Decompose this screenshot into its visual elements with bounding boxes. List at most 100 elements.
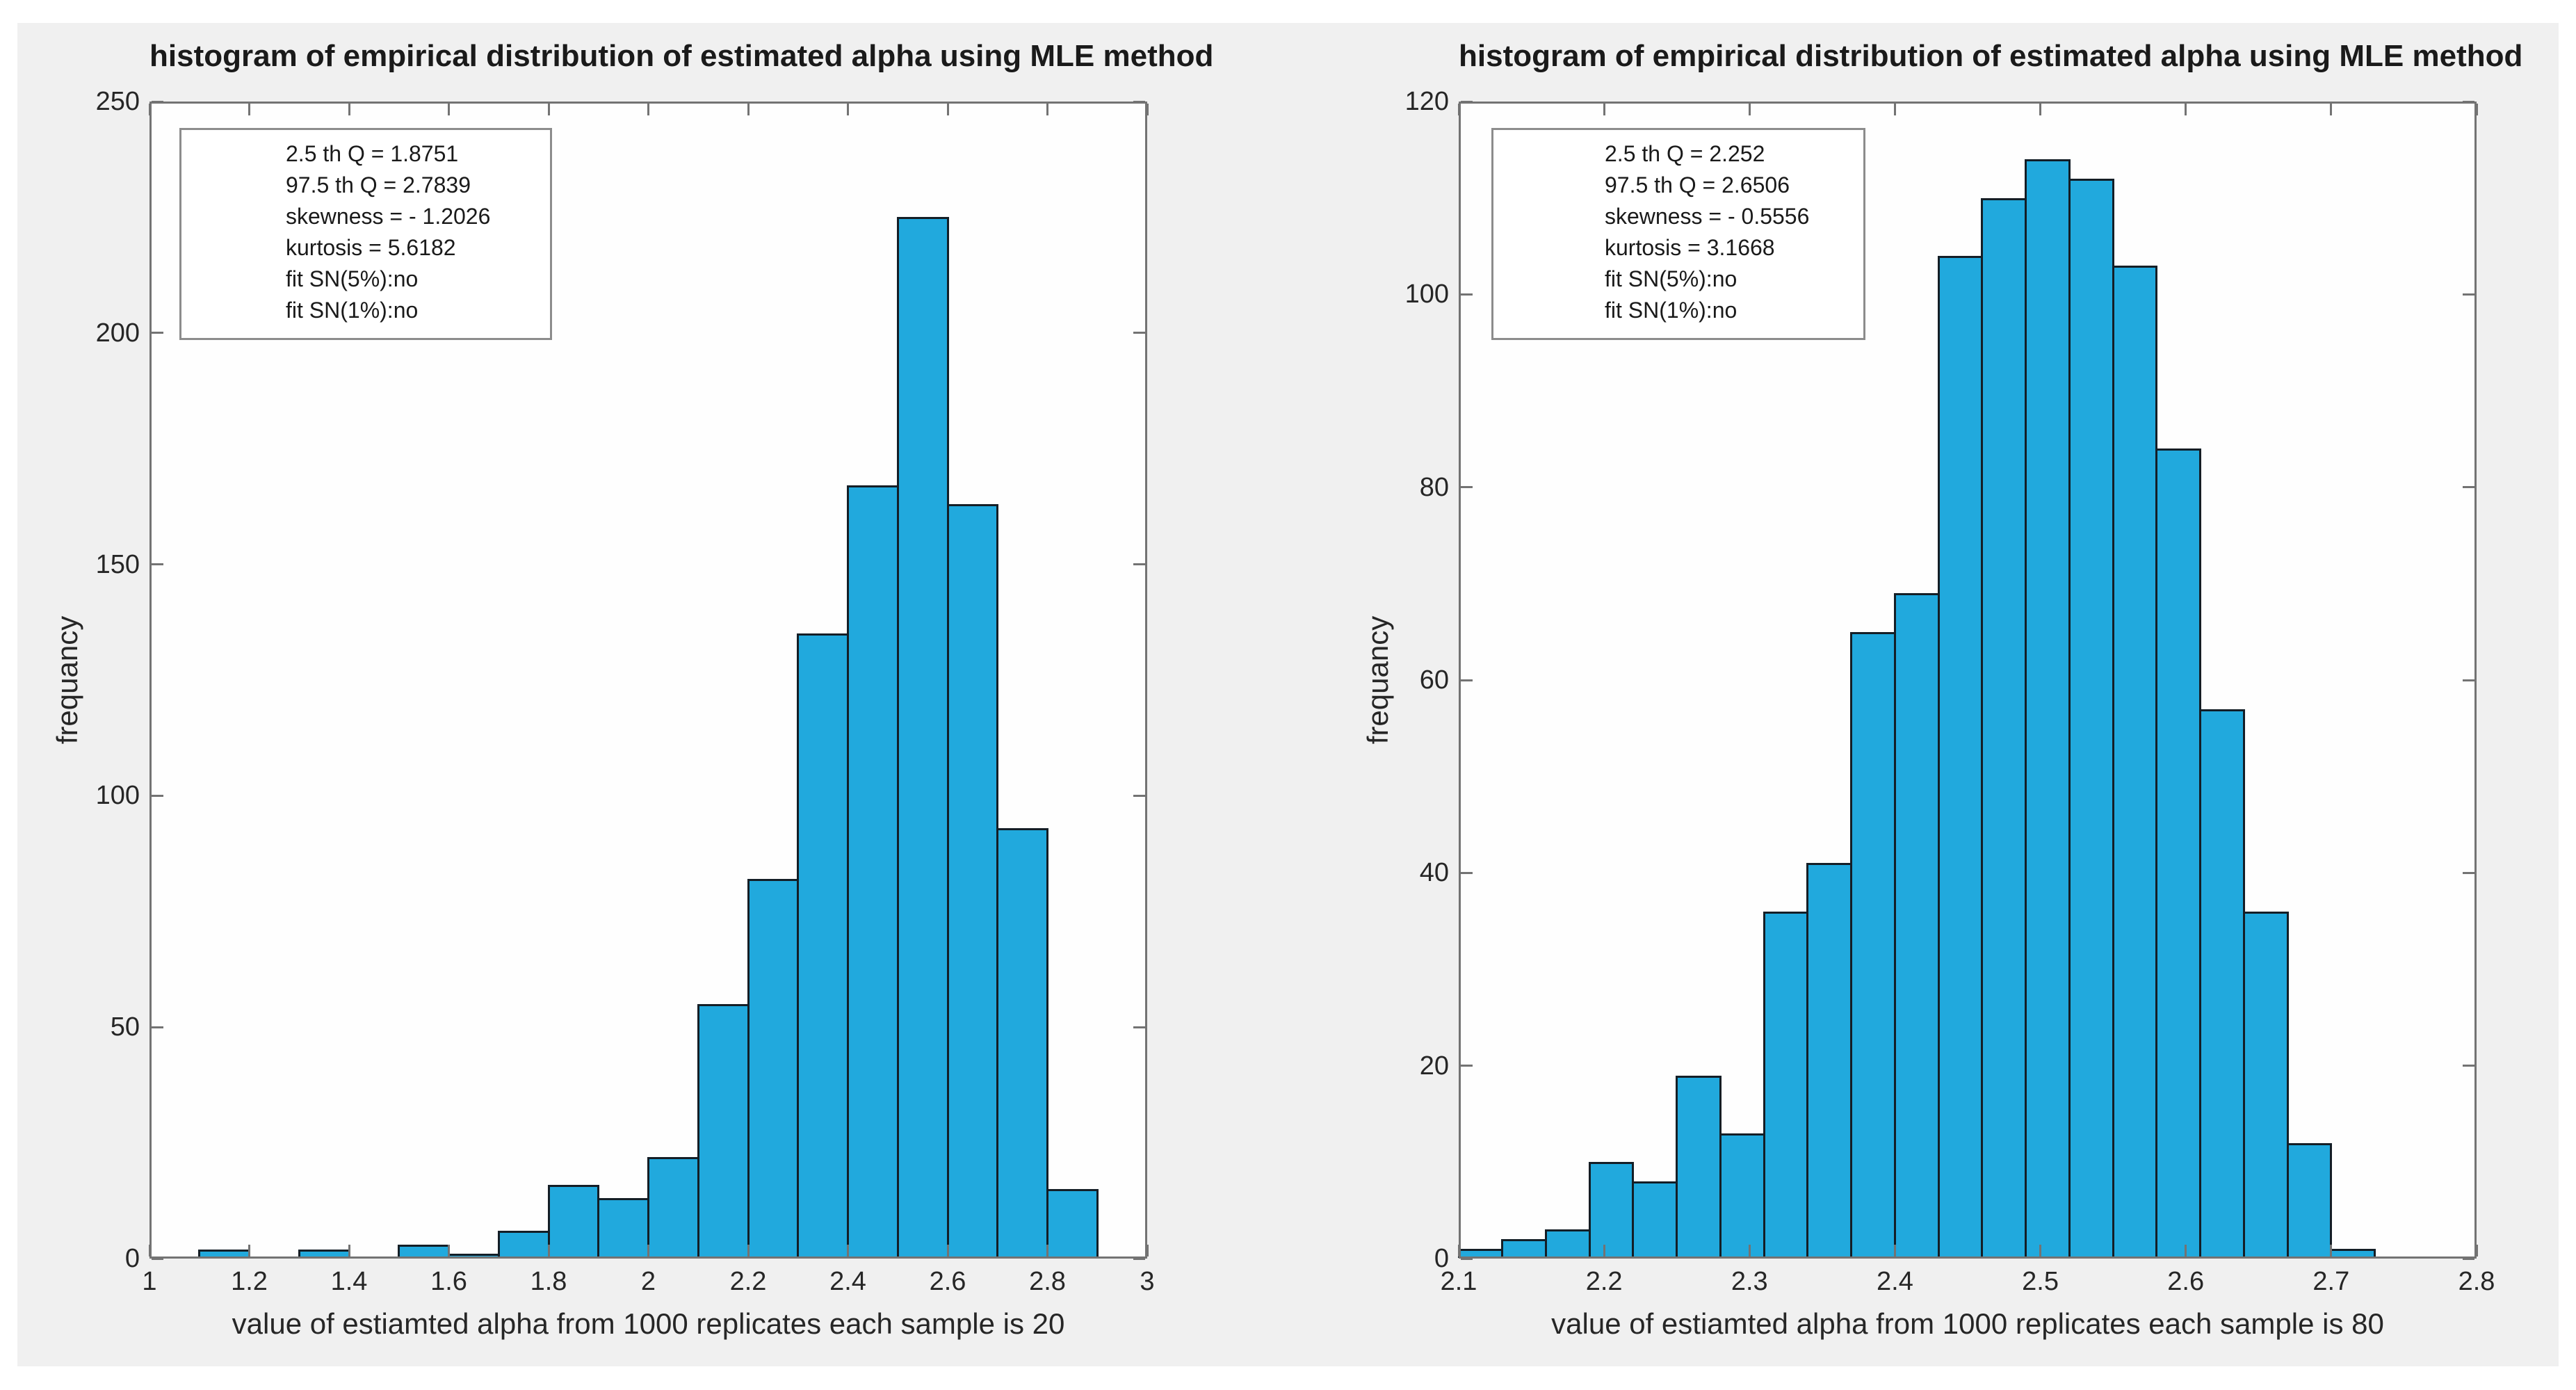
- x-tick: [1893, 1245, 1896, 1256]
- x-tick: [2330, 1245, 2333, 1256]
- x-tick: [1457, 1245, 1460, 1256]
- x-tick-mirror: [2475, 104, 2478, 115]
- stat-line-fit-sn5: fit SN(5%):no: [286, 266, 419, 291]
- x-tick-mirror: [2185, 104, 2187, 115]
- x-tick: [1748, 1245, 1751, 1256]
- x-tick-label: 1.6: [430, 1267, 467, 1296]
- y-tick-label: 20: [1419, 1051, 1449, 1081]
- stat-line-fit-sn1: fit SN(1%):no: [1605, 298, 1737, 323]
- y-tick: [1461, 871, 1473, 874]
- stat-line-q975: 97.5 th Q = 2.6506: [1605, 172, 1790, 197]
- x-tick-mirror: [747, 104, 750, 115]
- axis-spine-right: [2474, 102, 2477, 1259]
- x-tick-label: 2.4: [1877, 1267, 1913, 1296]
- histogram-bar: [946, 504, 999, 1258]
- x-tick-label: 2.4: [829, 1267, 866, 1296]
- histogram-bar: [1937, 255, 1984, 1258]
- x-tick-mirror: [148, 104, 151, 115]
- x-tick-mirror: [348, 104, 350, 115]
- y-tick: [152, 794, 163, 797]
- histogram-bar: [647, 1156, 699, 1258]
- x-tick-label: 2.8: [1029, 1267, 1066, 1296]
- y-tick-label: 150: [95, 549, 140, 579]
- x-tick-label: 2.5: [2022, 1267, 2059, 1296]
- histogram-bar: [1981, 197, 2027, 1258]
- stat-line-skewness: skewness = - 0.5556: [1605, 204, 1810, 229]
- x-tick-mirror: [1046, 104, 1048, 115]
- x-tick-label: 1.2: [231, 1267, 268, 1296]
- x-tick-label: 3: [1140, 1267, 1155, 1296]
- x-tick: [2039, 1245, 2042, 1256]
- histogram-bar: [1763, 911, 1809, 1258]
- y-tick-mirror: [1133, 1026, 1145, 1028]
- y-tick: [1461, 486, 1473, 489]
- x-tick: [448, 1245, 450, 1256]
- x-tick: [1146, 1245, 1149, 1256]
- chart-title: histogram of empirical distribution of e…: [1459, 39, 2523, 73]
- stat-line-q975: 97.5 th Q = 2.7839: [286, 172, 471, 197]
- y-tick-label: 200: [95, 318, 140, 348]
- stat-line-q25: 2.5 th Q = 2.252: [1605, 141, 1765, 166]
- histogram-bar: [1850, 631, 1896, 1258]
- histogram-bar: [1676, 1075, 1722, 1258]
- y-tick: [1461, 1065, 1473, 1067]
- axis-spine-left: [149, 102, 152, 1259]
- stat-line-kurtosis: kurtosis = 3.1668: [1605, 235, 1775, 260]
- x-axis-label: value of estiamted alpha from 1000 repli…: [1551, 1307, 2384, 1340]
- x-tick-mirror: [1893, 104, 1896, 115]
- x-tick-mirror: [946, 104, 949, 115]
- histogram-bar: [2155, 448, 2202, 1258]
- axis-spine-right: [1145, 102, 1147, 1259]
- y-tick: [1461, 100, 1473, 103]
- stat-line-fit-sn5: fit SN(5%):no: [1605, 266, 1737, 291]
- x-tick-mirror: [1748, 104, 1751, 115]
- x-tick: [2475, 1245, 2478, 1256]
- histogram-bar: [797, 633, 849, 1258]
- histogram-bar: [497, 1231, 550, 1258]
- x-tick: [946, 1245, 949, 1256]
- histogram-bar: [1588, 1162, 1635, 1258]
- histogram-bar: [1719, 1133, 1765, 1258]
- x-tick: [547, 1245, 550, 1256]
- y-tick: [152, 1257, 163, 1260]
- x-tick-label: 1.8: [530, 1267, 567, 1296]
- x-tick-label: 2.3: [1731, 1267, 1768, 1296]
- histogram-bar: [2199, 709, 2245, 1258]
- axis-spine-bottom: [1459, 1256, 2477, 1259]
- y-tick: [152, 1026, 163, 1028]
- x-tick-label: 2.7: [2312, 1267, 2350, 1296]
- y-tick: [152, 100, 163, 103]
- x-tick-mirror: [1603, 104, 1605, 115]
- y-tick-label: 80: [1419, 472, 1449, 502]
- y-tick-mirror: [1133, 794, 1145, 797]
- y-tick-mirror: [2463, 1065, 2474, 1067]
- y-tick-label: 50: [110, 1012, 140, 1042]
- histogram-bar: [1501, 1239, 1547, 1258]
- x-tick: [747, 1245, 750, 1256]
- x-tick-label: 2.1: [1440, 1267, 1477, 1296]
- y-tick-mirror: [1133, 563, 1145, 566]
- x-tick-label: 2.2: [1585, 1267, 1623, 1296]
- y-tick-label: 250: [95, 87, 140, 116]
- histogram-bar: [2025, 159, 2071, 1258]
- x-tick-mirror: [2039, 104, 2042, 115]
- y-tick-mirror: [2463, 1257, 2474, 1260]
- chart-title: histogram of empirical distribution of e…: [149, 39, 1214, 73]
- axis-spine-left: [1459, 102, 1461, 1259]
- histogram-bar: [2242, 911, 2289, 1258]
- y-tick-mirror: [2463, 100, 2474, 103]
- x-tick-mirror: [2330, 104, 2333, 115]
- histogram-bar: [597, 1198, 649, 1258]
- y-tick-label: 0: [124, 1244, 140, 1273]
- y-tick-label: 100: [95, 781, 140, 811]
- x-tick: [847, 1245, 849, 1256]
- histogram-bar: [1046, 1189, 1099, 1258]
- histogram-bar: [547, 1184, 600, 1258]
- y-tick-label: 100: [1404, 280, 1449, 309]
- x-tick: [248, 1245, 250, 1256]
- axis-spine-bottom: [149, 1256, 1147, 1259]
- x-tick-mirror: [1146, 104, 1149, 115]
- histogram-bar: [2286, 1142, 2333, 1258]
